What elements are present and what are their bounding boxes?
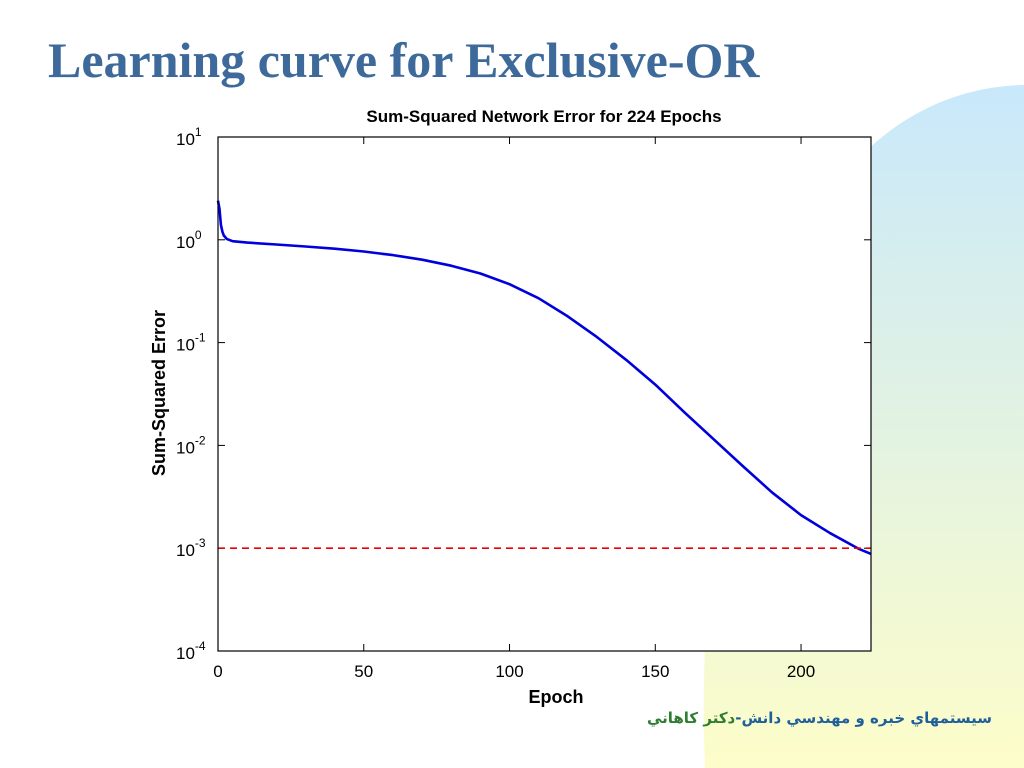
error-curve-line [216, 200, 872, 556]
footer-author-name: دكتر كاهاني [646, 709, 736, 727]
x-tick-label-50: 50 [354, 662, 373, 681]
y-tick-label-m3: 10-3 [176, 536, 206, 560]
y-tick-label-0: 100 [176, 228, 202, 252]
footer-course-name: سيستمهاي خبره و مهندسي دانش- [735, 709, 992, 727]
y-tick-label-1: 101 [176, 125, 202, 149]
x-axis-label: Epoch [528, 687, 583, 707]
footer-text: سيستمهاي خبره و مهندسي دانش-دكتر كاهاني [647, 709, 992, 727]
y-tick-label-m2: 10-2 [176, 433, 206, 457]
plot-area [218, 137, 871, 651]
slide-title: Learning curve for Exclusive-OR [48, 32, 760, 88]
x-tick-label-0: 0 [213, 662, 222, 681]
x-tick-label-100: 100 [495, 662, 523, 681]
chart-title: Sum-Squared Network Error for 224 Epochs [366, 107, 721, 126]
plot-frame [217, 136, 872, 652]
y-tick-label-m4: 10-4 [176, 639, 206, 663]
x-tick-label-200: 200 [787, 662, 815, 681]
y-axis-label: Sum-Squared Error [149, 310, 169, 476]
x-tick-label-150: 150 [641, 662, 669, 681]
y-tick-label-m1: 10-1 [176, 331, 206, 355]
